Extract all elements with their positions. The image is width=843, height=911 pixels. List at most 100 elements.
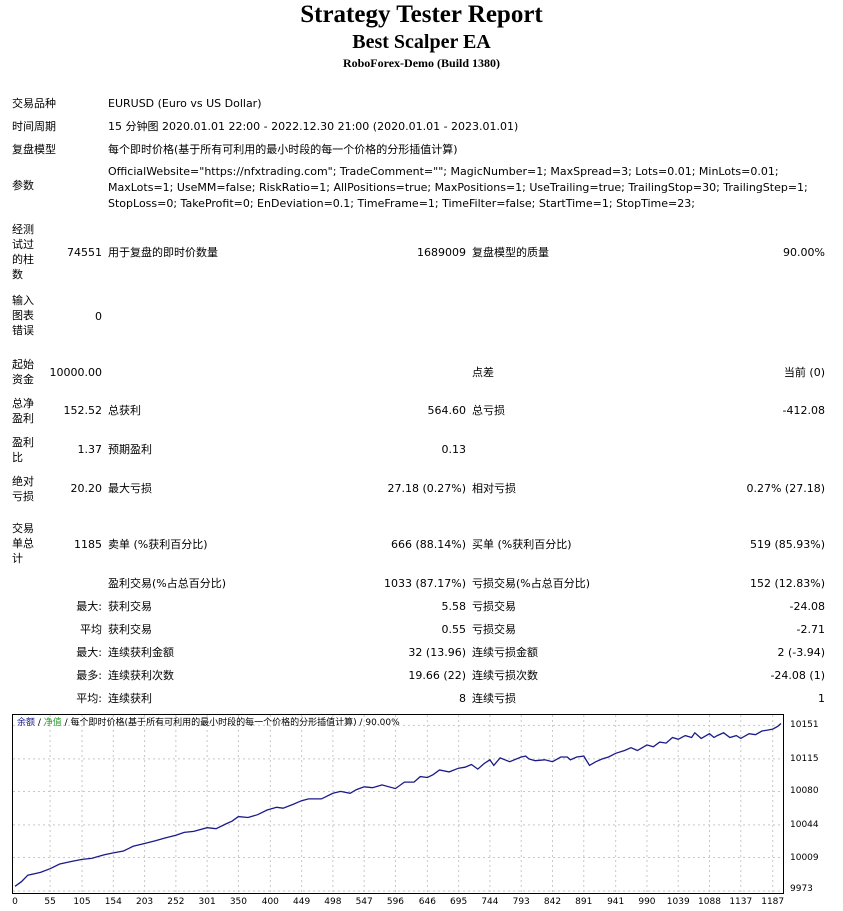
maximal-cons-wins-value: 19.66 (22) (408, 669, 466, 682)
long-trades-value: 519 (85.93%) (749, 538, 825, 551)
legend-equity: 净值 (43, 718, 62, 728)
avg-cons-wins-label: 连续获利 (108, 692, 152, 705)
profit-factor-label: 盈利比 (12, 436, 34, 464)
largest-profit-value: 5.58 (441, 600, 467, 613)
ticks-label: 用于复盘的即时价数量 (108, 246, 218, 259)
gross-loss-label: 总亏损 (472, 404, 505, 417)
report-title: Strategy Tester Report (300, 1, 543, 28)
chart-plot-area: 余额 / 净值 / 每个即时价格(基于所有可利用的最小时段的每一个价格的分形插值… (12, 714, 784, 894)
loss-trades-label: 亏损交易(%占总百分比) (472, 577, 591, 590)
profit-factor-value: 1.37 (77, 443, 103, 456)
errors-label: 输入图表错误 (12, 294, 34, 337)
x-tick-label: 842 (543, 897, 562, 907)
period-value: 15 分钟图 2020.01.01 22:00 - 2022.12.30 21:… (108, 120, 519, 133)
maximal-prefix: 最多: (76, 669, 102, 682)
avg-profit-value: 0.55 (441, 623, 467, 636)
gross-loss-value: -412.08 (782, 404, 825, 417)
ticks-value: 1689009 (417, 246, 466, 259)
max-drawdown-value: 27.18 (0.27%) (387, 482, 466, 495)
symbol-label: 交易品种 (12, 97, 56, 110)
rel-drawdown-label: 相对亏损 (472, 482, 516, 495)
model-value: 每个即时价格(基于所有可利用的最小时段的每一个价格的分形插值计算) (108, 143, 458, 156)
short-trades-value: 666 (88.14%) (390, 538, 466, 551)
avg-cons-losses-label: 连续亏损 (472, 692, 516, 705)
avg-loss-value: -2.71 (796, 623, 825, 636)
x-tick-label: 695 (450, 897, 468, 907)
params-value: OfficialWebsite="https://nfxtrading.com"… (108, 165, 808, 210)
bars-label: 经测试过的柱数 (12, 223, 34, 281)
gross-profit-value: 564.60 (427, 404, 467, 417)
payoff-value: 0.13 (441, 443, 467, 456)
x-tick-label: 891 (575, 897, 593, 907)
y-tick-label: 10080 (790, 786, 819, 797)
deposit-label: 起始资金 (12, 358, 34, 386)
avg-cons-prefix: 平均: (76, 692, 102, 705)
x-tick-label: 203 (135, 897, 154, 907)
spread-value: 当前 (0) (783, 366, 825, 379)
max-cons-loss-value: 2 (-3.94) (777, 646, 825, 659)
quality-value: 90.00% (783, 246, 825, 259)
max-cons-profit-value: 32 (13.96) (408, 646, 466, 659)
maximal-cons-losses-value: -24.08 (1) (770, 669, 825, 682)
y-tick-label: 9973 (790, 884, 813, 894)
net-profit-value: 152.52 (63, 404, 103, 417)
model-label: 复盘模型 (12, 143, 56, 156)
x-tick-label: 154 (104, 897, 122, 907)
ea-name: Best Scalper EA (352, 31, 491, 53)
x-tick-label: 990 (638, 897, 656, 907)
server-info: RoboForex-Demo (Build 1380) (342, 56, 501, 70)
average-prefix: 平均 (80, 623, 102, 636)
bars-value: 74551 (67, 246, 102, 259)
x-tick-label: 301 (198, 897, 216, 907)
x-tick-label: 55 (44, 897, 56, 907)
profit-trades-value: 1033 (87.17%) (383, 577, 466, 590)
avg-cons-losses-value: 1 (818, 692, 825, 705)
quality-label: 复盘模型的质量 (472, 246, 549, 259)
x-tick-label: 0 (12, 897, 18, 907)
maximal-cons-wins-label: 连续获利次数 (108, 669, 174, 682)
rel-drawdown-value: 0.27% (27.18) (746, 482, 825, 495)
total-trades-label: 交易单总计 (12, 522, 34, 565)
balance-chart: 余额 / 净值 / 每个即时价格(基于所有可利用的最小时段的每一个价格的分形插值… (12, 714, 832, 907)
largest-loss-label: 亏损交易 (472, 600, 516, 613)
maximal-cons-losses-label: 连续亏损次数 (472, 669, 538, 682)
x-tick-label: 941 (607, 897, 625, 907)
max-prefix: 最大: (76, 646, 102, 659)
loss-trades-value: 152 (12.83%) (749, 577, 825, 590)
max-drawdown-label: 最大亏损 (108, 482, 152, 495)
y-tick-label: 10151 (790, 720, 819, 731)
short-trades-label: 卖单 (%获利百分比) (108, 538, 208, 551)
x-tick-label: 646 (418, 897, 436, 907)
long-trades-label: 买单 (%获利百分比) (472, 538, 572, 551)
spread-label: 点差 (472, 366, 494, 379)
legend-sep2: / 每个即时价格(基于所有可利用的最小时段的每一个价格的分形插值计算) / (61, 718, 366, 728)
y-tick-label: 10044 (790, 819, 819, 830)
avg-loss-label: 亏损交易 (472, 623, 516, 636)
x-tick-label: 596 (386, 897, 405, 907)
x-tick-label: 449 (293, 897, 311, 907)
x-tick-label: 252 (167, 897, 185, 907)
x-tick-label: 547 (355, 897, 373, 907)
largest-loss-value: -24.08 (789, 600, 825, 613)
max-cons-loss-label: 连续亏损金额 (472, 646, 538, 659)
largest-prefix: 最大: (76, 600, 102, 613)
legend-balance: 余额 (17, 718, 36, 728)
x-tick-label: 498 (324, 897, 342, 907)
symbol-value: EURUSD (Euro vs US Dollar) (108, 97, 262, 110)
chart-svg (13, 715, 783, 893)
total-trades-value: 1185 (74, 538, 102, 551)
abs-drawdown-label: 绝对亏损 (12, 475, 34, 503)
net-profit-label: 总净盈利 (12, 397, 34, 425)
largest-profit-label: 获利交易 (108, 600, 152, 613)
x-tick-label: 1088 (698, 897, 721, 907)
x-tick-label: 350 (229, 897, 247, 907)
errors-value: 0 (95, 310, 102, 323)
max-cons-profit-label: 连续获利金额 (108, 646, 174, 659)
balance-line (14, 723, 782, 887)
avg-profit-label: 获利交易 (108, 623, 152, 636)
profit-trades-label: 盈利交易(%占总百分比) (108, 577, 227, 590)
abs-drawdown-value: 20.20 (70, 482, 103, 495)
x-tick-label: 1039 (666, 897, 690, 907)
gross-profit-label: 总获利 (108, 404, 141, 417)
x-tick-label: 744 (481, 897, 499, 907)
